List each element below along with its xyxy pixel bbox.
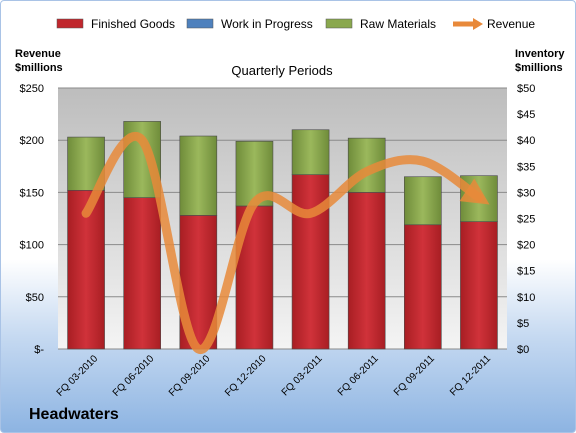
x-tick-label: FQ 12-2011: [448, 353, 493, 398]
chart-subtitle: Quarterly Periods: [231, 63, 333, 78]
right-tick-label: $50: [517, 83, 535, 95]
legend-swatch-work-in-progress: [186, 18, 214, 29]
x-tick-label: FQ 06-2010: [111, 353, 157, 399]
right-axis-label-line1: Inventory: [515, 48, 565, 60]
left-tick-label: $50: [26, 292, 44, 304]
x-tick-label: FQ 12-2010: [223, 353, 269, 399]
legend-label-raw-materials: Raw Materials: [360, 17, 436, 31]
x-axis-ticks: FQ 03-2010 FQ 06-2010 FQ 09-2010 FQ 12-2010…: [55, 353, 494, 399]
left-tick-label: $200: [20, 135, 44, 147]
bar-raw-materials: [67, 136, 105, 191]
chart-legend: Finished Goods Work in Progress Raw Materi…: [56, 17, 535, 31]
legend-label-revenue: Revenue: [487, 17, 535, 31]
bar-finished-goods: [123, 197, 161, 350]
bar-raw-materials: [179, 135, 218, 216]
legend-label-work-in-progress: Work in Progress: [221, 17, 313, 31]
left-axis-label-line2: $millions: [15, 62, 63, 74]
right-tick-label: $30: [517, 187, 535, 199]
left-tick-label: $100: [20, 240, 44, 252]
bar-finished-goods: [460, 221, 498, 350]
right-tick-label: $5: [517, 318, 529, 330]
left-tick-label: $150: [20, 187, 44, 199]
revenue-line-series: [81, 132, 490, 354]
x-tick-label: FQ 09-2011: [392, 353, 437, 398]
bar-raw-materials: [404, 176, 442, 226]
right-tick-label: $0: [517, 344, 529, 356]
bar-raw-materials: [291, 129, 330, 175]
bar-finished-goods: [347, 192, 386, 350]
left-axis-ticks: $- $50 $100 $150 $200 $250: [20, 83, 45, 356]
right-axis-label-line2: $millions: [515, 62, 563, 74]
legend-swatch-finished-goods: [56, 18, 84, 29]
right-tick-label: $40: [517, 135, 535, 147]
left-tick-label: $250: [20, 83, 44, 95]
right-tick-label: $25: [517, 214, 535, 226]
x-tick-label: FQ 03-2011: [280, 353, 325, 398]
company-name: Headwaters: [29, 406, 119, 423]
x-tick-label: FQ 09-2010: [167, 353, 213, 399]
right-tick-label: $45: [517, 109, 535, 121]
right-tick-label: $15: [517, 266, 535, 278]
left-tick-label: $-: [34, 344, 44, 356]
right-tick-label: $20: [517, 240, 535, 252]
right-tick-label: $10: [517, 292, 535, 304]
x-tick-label: FQ 06-2011: [336, 353, 381, 398]
right-tick-label: $35: [517, 161, 535, 173]
x-tick-label: FQ 03-2010: [55, 353, 101, 399]
revenue-line: [81, 132, 490, 354]
bar-finished-goods: [291, 174, 330, 350]
bar-finished-goods: [404, 224, 442, 350]
legend-swatch-raw-materials: [325, 18, 353, 29]
legend-arrow-icon: [473, 18, 483, 30]
right-axis-ticks: $0 $5 $10 $15 $20 $25 $30 $35 $40 $45 $50: [517, 83, 535, 356]
legend-label-finished-goods: Finished Goods: [91, 17, 175, 31]
left-axis-label-line1: Revenue: [15, 48, 61, 60]
